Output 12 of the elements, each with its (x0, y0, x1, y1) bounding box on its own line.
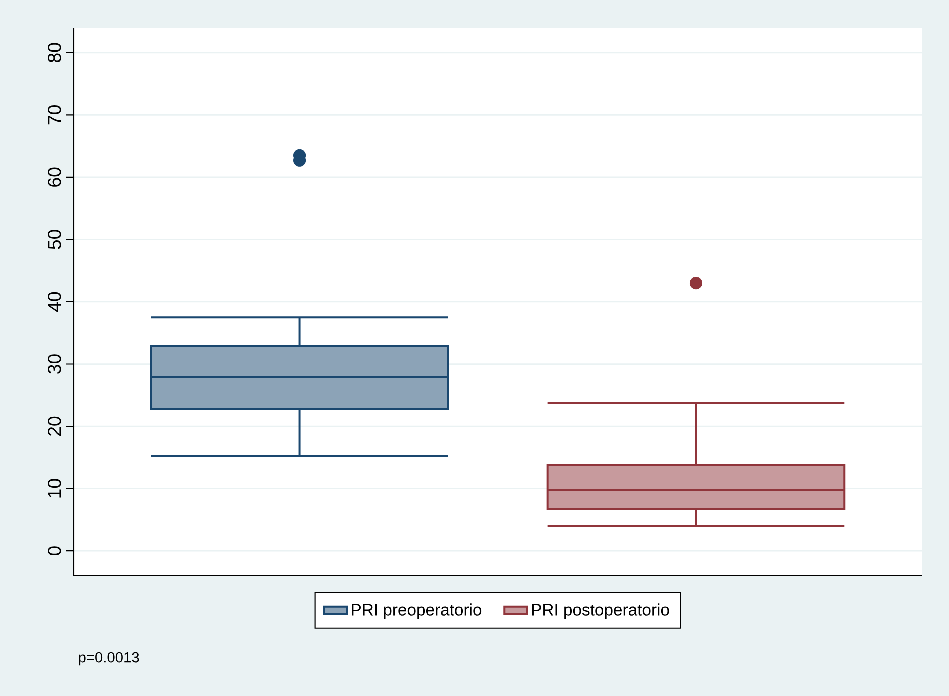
text: p=0.0013 (79, 652, 140, 666)
y-tick-label: 10 (48, 479, 62, 498)
y-tick-label: 70 (48, 106, 62, 125)
y-tick-label: 0 (48, 546, 62, 556)
y-tick-label: 60 (48, 168, 62, 187)
y-tick-label: 80 (48, 43, 62, 62)
y-tick-label: 30 (48, 354, 62, 374)
y-tick-label: 40 (48, 292, 62, 312)
legend-label: PRI preoperatorio (352, 604, 482, 620)
y-tick-label: 50 (48, 230, 62, 250)
y-tick-label: 20 (48, 416, 62, 436)
legend-label: PRI postoperatorio (532, 604, 670, 620)
